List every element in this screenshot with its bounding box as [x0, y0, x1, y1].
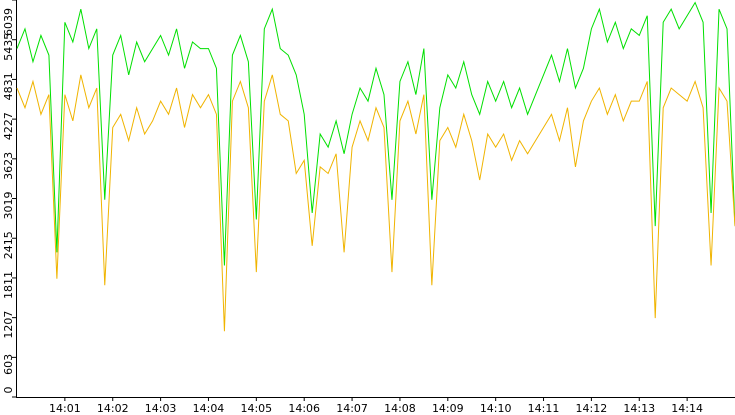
- x-tick-label: 14:10: [480, 402, 512, 415]
- y-tick-label: 3623: [2, 152, 15, 180]
- y-tick-label: 0: [2, 387, 15, 394]
- x-tick-label: 14:11: [528, 402, 560, 415]
- x-tick-label: 14:08: [384, 402, 416, 415]
- x-tick-label: 14:01: [49, 402, 81, 415]
- series-line: [16, 74, 735, 332]
- x-tick-label: 14:14: [671, 402, 703, 415]
- x-tick-label: 14:09: [432, 402, 464, 415]
- x-tick-label: 14:06: [288, 402, 320, 415]
- x-tick-label: 14:04: [193, 402, 225, 415]
- series-line: [16, 1, 735, 266]
- y-tick-label: 6039: [2, 8, 15, 36]
- x-tick-label: 14:03: [145, 402, 177, 415]
- x-tick-label: 14:05: [240, 402, 272, 415]
- y-tick-label: 3019: [2, 192, 15, 220]
- x-tick-label: 14:13: [623, 402, 655, 415]
- y-tick-label: 4831: [2, 72, 15, 100]
- y-tick-label: 1207: [2, 311, 15, 339]
- y-tick-label: 1811: [2, 271, 15, 299]
- y-tick-label: 4227: [2, 112, 15, 140]
- x-tick-label: 14:12: [576, 402, 608, 415]
- y-tick-label: 603: [2, 354, 15, 375]
- y-tick-label: 5435: [2, 33, 15, 61]
- x-tick-label: 14:07: [336, 402, 368, 415]
- y-tick-label: 2415: [2, 231, 15, 259]
- x-tick-label: 14:02: [97, 402, 129, 415]
